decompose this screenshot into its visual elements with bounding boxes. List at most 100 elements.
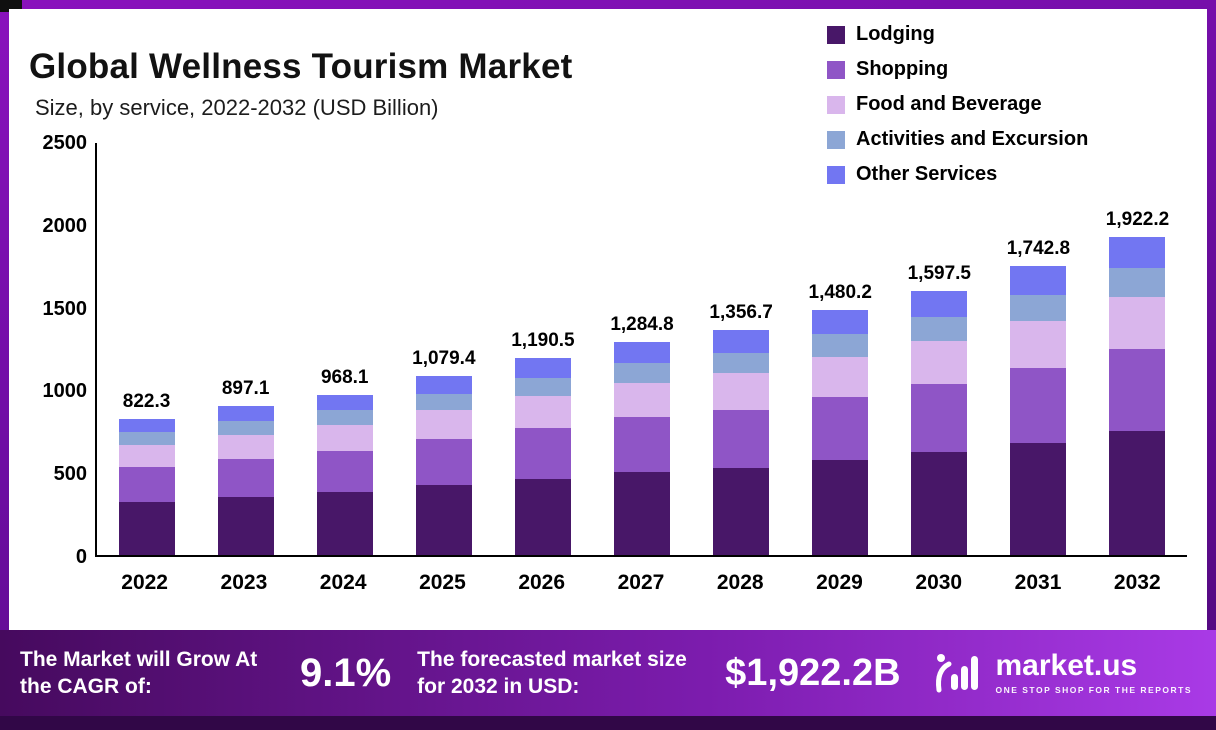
bar-segment-activities-and-excursion — [911, 316, 968, 341]
bar-segment-food-and-beverage — [1109, 297, 1166, 350]
bar-segment-shopping — [911, 384, 968, 453]
bar-segment-lodging — [118, 502, 175, 555]
y-axis: 2500 2000 1500 1000 500 0 — [21, 132, 88, 568]
bar-segment-lodging — [316, 492, 373, 555]
bar-column-2024: 968.1 — [295, 143, 394, 555]
bar-segment-lodging — [911, 452, 968, 555]
y-tick-label: 0 — [75, 545, 87, 568]
bar-segment-food-and-beverage — [514, 395, 571, 428]
bar-segment-other-services — [1010, 266, 1067, 295]
legend-label: Activities and Excursion — [856, 128, 1089, 150]
legend-swatch — [827, 130, 845, 149]
bar-segment-activities-and-excursion — [316, 410, 373, 426]
stacked-bar-2024 — [316, 394, 373, 555]
bar-segment-lodging — [217, 497, 274, 555]
stacked-bar-2029 — [812, 309, 869, 555]
bar-segment-activities-and-excursion — [118, 432, 175, 445]
bar-column-2029: 1,480.2 — [791, 143, 890, 555]
bar-segment-lodging — [514, 478, 571, 555]
stacked-bar-2027 — [614, 342, 671, 555]
x-tick-label: 2031 — [1014, 571, 1062, 594]
legend: Lodging Shopping Food and Beverage Activiti… — [827, 21, 1088, 188]
legend-swatch — [827, 25, 845, 44]
bar-segment-shopping — [1010, 368, 1067, 443]
bar-total-label: 1,742.8 — [1006, 238, 1071, 260]
bar-total-label: 1,190.5 — [511, 329, 575, 351]
y-tick-label: 1000 — [42, 380, 88, 403]
bar-segment-food-and-beverage — [614, 382, 671, 418]
cagr-label: The Market will Grow At the CAGR of: — [20, 647, 258, 698]
brand-tagline: ONE STOP SHOP FOR THE REPORTS — [995, 685, 1192, 695]
bar-segment-activities-and-excursion — [217, 420, 274, 435]
bar-column-2030: 1,597.5 — [890, 143, 989, 555]
x-tick-label: 2023 — [220, 571, 268, 594]
bar-total-label: 1,079.4 — [412, 348, 476, 370]
y-tick-label: 2000 — [42, 214, 88, 237]
bar-segment-other-services — [217, 406, 274, 421]
bar-segment-food-and-beverage — [911, 340, 968, 385]
bar-total-label: 1,597.5 — [907, 262, 971, 284]
x-tick-label: 2027 — [617, 571, 665, 594]
bar-segment-food-and-beverage — [217, 434, 274, 459]
bar-segment-activities-and-excursion — [812, 334, 869, 357]
bar-segment-activities-and-excursion — [713, 352, 770, 374]
legend-label: Shopping — [856, 58, 949, 80]
bar-total-label: 822.3 — [122, 390, 171, 412]
x-tick-label: 2024 — [319, 571, 367, 594]
y-tick-label: 500 — [53, 463, 87, 486]
bar-segment-food-and-beverage — [713, 373, 770, 410]
bar-total-label: 1,480.2 — [808, 281, 872, 303]
footer-banner: The Market will Grow At the CAGR of: 9.1… — [0, 630, 1216, 716]
chart-title: Global Wellness Tourism Market — [29, 47, 573, 86]
bar-segment-food-and-beverage — [415, 410, 472, 440]
bar-segment-lodging — [614, 472, 671, 555]
x-tick-label: 2032 — [1113, 571, 1161, 594]
bar-total-label: 1,356.7 — [709, 302, 773, 324]
bar-segment-shopping — [812, 396, 869, 460]
chart-card: Global Wellness Tourism Market Size, by … — [9, 9, 1207, 630]
bar-column-2022: 822.3 — [97, 143, 196, 555]
bar-segment-shopping — [1109, 349, 1166, 432]
stacked-bar-2022 — [118, 418, 175, 555]
bar-column-2023: 897.1 — [196, 143, 295, 555]
brand-logo: market.us ONE STOP SHOP FOR THE REPORTS — [933, 648, 1192, 699]
bar-segment-other-services — [812, 309, 869, 335]
stacked-bar-2025 — [415, 376, 472, 555]
forecast-label: The forecasted market size for 2032 in U… — [417, 647, 687, 698]
bar-column-2025: 1,079.4 — [394, 143, 493, 555]
bar-segment-other-services — [713, 330, 770, 353]
bar-total-label: 968.1 — [320, 366, 369, 388]
bar-segment-shopping — [316, 451, 373, 493]
x-tick-label: 2030 — [915, 571, 963, 594]
brand-text: market.us ONE STOP SHOP FOR THE REPORTS — [995, 649, 1192, 696]
bar-segment-other-services — [415, 376, 472, 394]
bar-segment-food-and-beverage — [812, 356, 869, 397]
stacked-bar-2031 — [1010, 266, 1067, 555]
bar-segment-activities-and-excursion — [1010, 294, 1067, 322]
brand-name: market.us — [995, 649, 1138, 682]
bar-segment-other-services — [316, 394, 373, 411]
bar-segment-shopping — [514, 427, 571, 479]
legend-swatch — [827, 165, 845, 184]
legend-item-lodging: Lodging — [827, 21, 1088, 48]
bar-column-2026: 1,190.5 — [493, 143, 592, 555]
chart-subtitle: Size, by service, 2022-2032 (USD Billion… — [35, 95, 439, 120]
bar-column-2032: 1,922.2 — [1088, 143, 1187, 555]
x-axis: 2022 2023 2024 2025 2026 2027 2028 2029 2030 2031… — [95, 571, 1187, 595]
bar-segment-lodging — [415, 485, 472, 555]
bar-segment-activities-and-excursion — [514, 377, 571, 396]
bar-segment-activities-and-excursion — [415, 393, 472, 411]
bar-segment-other-services — [118, 418, 175, 433]
bar-total-label: 897.1 — [221, 378, 270, 400]
legend-item-other-services: Other Services — [827, 161, 1088, 188]
bar-segment-lodging — [713, 467, 770, 555]
bar-segment-lodging — [1010, 442, 1067, 555]
bar-segment-food-and-beverage — [1010, 321, 1067, 369]
legend-swatch — [827, 60, 845, 79]
bar-segment-other-services — [1109, 236, 1166, 269]
bar-segment-other-services — [514, 357, 571, 378]
x-tick-label: 2022 — [121, 571, 168, 594]
marketus-logo-icon — [933, 648, 985, 699]
x-tick-label: 2029 — [816, 571, 863, 594]
stacked-bar-2030 — [911, 290, 968, 555]
